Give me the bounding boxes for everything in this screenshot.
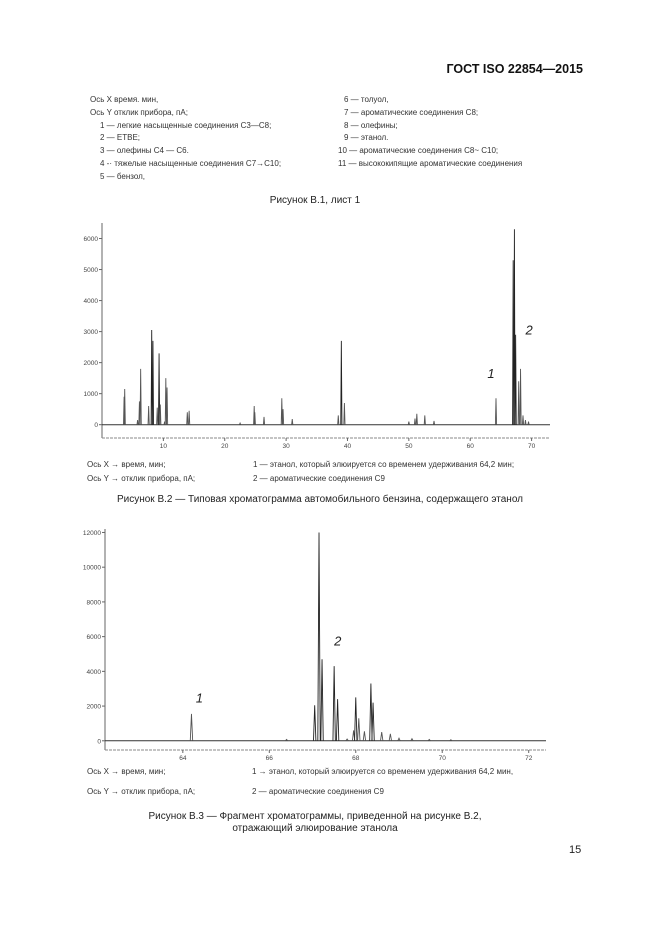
chart-axes: 0 2000 4000 6000 8000 10000 12000 64 66 68 70 72 (83, 529, 546, 760)
svg-text:2: 2 (333, 633, 342, 648)
svg-text:1: 1 (487, 366, 494, 381)
svg-text:4000: 4000 (87, 669, 102, 676)
page-number: 15 (569, 844, 582, 856)
legend-figure-b2: Ось X → время, мин; Ось Y → отклик прибо… (87, 459, 195, 486)
svg-text:4000: 4000 (84, 298, 99, 305)
legend-axis-y: Ось Y → отклик прибора, пА; (87, 474, 196, 483)
legend-item: 4 -· тяжелые насыщенные соединения С7→С1… (100, 158, 282, 168)
chart-trace (102, 229, 550, 426)
svg-text:70: 70 (439, 755, 447, 760)
svg-text:3000: 3000 (84, 329, 99, 336)
figure-b3-caption-line1: Рисунок В.3 — Фрагмент хроматограммы, пр… (148, 811, 482, 822)
legend-item: 5 — бензол, (100, 171, 145, 181)
legend-item: 7 — ароматические соединения С8; (344, 107, 479, 117)
legend-figure-b3-items: 1 → этанол, который элюируется со времен… (252, 766, 513, 799)
svg-text:10000: 10000 (83, 565, 101, 572)
svg-text:2000: 2000 (84, 360, 99, 367)
chart-trace (105, 532, 546, 742)
chart-annotations: 12 (487, 323, 533, 381)
svg-text:30: 30 (282, 443, 290, 450)
figure-b3-caption: Рисунок В.3 — Фрагмент хроматограммы, пр… (0, 811, 630, 835)
legend-item: 2 — ароматические соединения С9 (252, 787, 384, 796)
legend-item: 1 — легкие насыщенные соединения С3—С8; (100, 120, 272, 130)
legend-figure-b3: Ось X → время, мин; Ось Y → отклик прибо… (87, 766, 195, 799)
legend-item: 2 — ароматические соединения С9 (253, 474, 385, 483)
svg-text:5000: 5000 (84, 267, 99, 274)
svg-text:10: 10 (160, 443, 168, 450)
svg-text:6000: 6000 (84, 236, 99, 243)
svg-text:2000: 2000 (87, 704, 102, 711)
legend-axis-y: Ось Y → отклик прибора, пА; (87, 787, 196, 796)
legend-item: 8 — олефины; (344, 120, 398, 130)
legend-axis-x: Ось X → время, мин; (87, 767, 166, 776)
svg-text:66: 66 (266, 755, 274, 760)
svg-text:6000: 6000 (87, 634, 102, 641)
legend-axis-x: Ось X → время, мин; (87, 460, 166, 469)
legend-item: 1 → этанол, который элюируется со времен… (252, 767, 514, 776)
legend-figure-b2-items: 1 — этанол, который элюируется со времен… (253, 459, 514, 486)
svg-text:2: 2 (524, 323, 533, 338)
svg-text:0: 0 (94, 422, 98, 429)
legend-item: 11 — высококипящие ароматические соедине… (338, 158, 523, 168)
legend-item: 10 — ароматические соединения С8~ С10; (338, 146, 499, 156)
svg-text:1: 1 (196, 691, 203, 706)
chart-annotations: 12 (196, 633, 342, 705)
legend-figure-b1-left: Ось X время. мин, Ось Y отклик прибора, … (90, 94, 281, 184)
legend-item: 2 — ЕТВЕ; (100, 133, 141, 143)
legend-item: 3 — олефины С4 — С6. (100, 146, 189, 156)
figure-b1-caption: Рисунок В.1, лист 1 (269, 195, 361, 206)
svg-text:68: 68 (352, 755, 360, 760)
chart-axes: 0 1000 2000 3000 4000 5000 6000 10 20 30 40 50 60 70 (84, 223, 550, 450)
svg-text:40: 40 (344, 443, 352, 450)
svg-text:64: 64 (179, 755, 187, 760)
legend-axis-y: Ось Y отклик прибора, пА; (90, 107, 188, 117)
legend-figure-b1-right: 6 — толуол, 7 — ароматические соединения… (338, 94, 522, 171)
legend-axis-x: Ось X время. мин, (90, 95, 159, 104)
svg-text:20: 20 (221, 443, 229, 450)
standard-header: ГОСТ ISO 22854—2015 (446, 62, 583, 76)
legend-item: 9 — этанол. (344, 133, 389, 143)
legend-item: 6 — толуол, (344, 95, 389, 104)
figure-b3-caption-line2: отражающий элюирование этанола (232, 823, 398, 834)
svg-text:12000: 12000 (83, 530, 101, 537)
svg-text:60: 60 (467, 443, 475, 450)
legend-item: 1 — этанол, который элюируется со времен… (253, 460, 515, 469)
svg-text:1000: 1000 (84, 391, 99, 398)
svg-text:0: 0 (97, 738, 101, 745)
svg-text:50: 50 (405, 443, 413, 450)
svg-text:70: 70 (528, 443, 536, 450)
svg-text:72: 72 (525, 755, 533, 760)
svg-text:8000: 8000 (87, 599, 102, 606)
figure-b2-caption: Рисунок В.2 — Типовая хроматограмма авто… (116, 494, 524, 505)
